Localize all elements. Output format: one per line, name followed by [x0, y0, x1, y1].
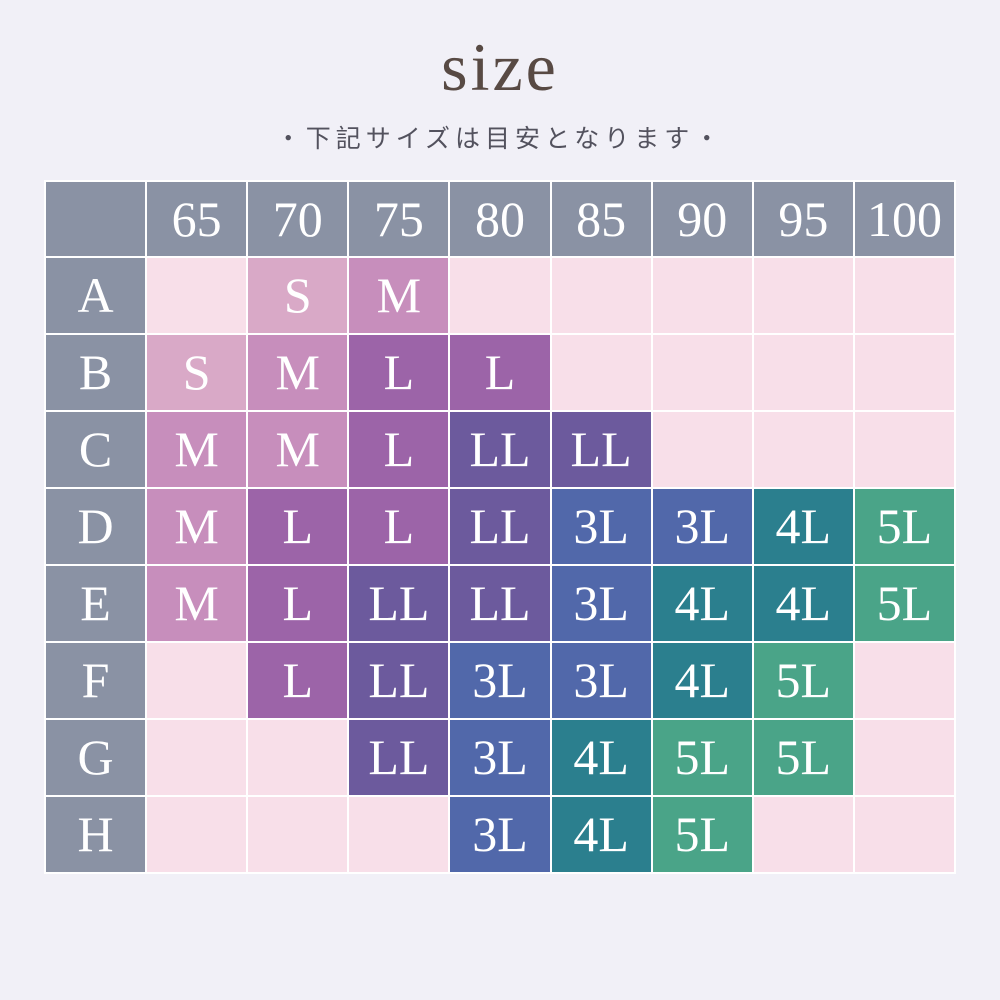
row-label-F: F [46, 642, 146, 718]
size-cell-A-75: M [349, 257, 449, 333]
column-header-70: 70 [248, 181, 348, 256]
size-cell-H-70 [248, 796, 348, 872]
size-cell-A-90 [652, 257, 752, 333]
size-cell-H-80: 3L [450, 796, 550, 872]
size-cell-D-80: LL [450, 488, 550, 564]
size-cell-G-75: LL [349, 719, 449, 795]
size-cell-F-95: 5L [753, 642, 853, 718]
size-cell-C-100 [854, 411, 954, 487]
size-cell-E-90: 4L [652, 565, 752, 641]
size-cell-E-80: LL [450, 565, 550, 641]
size-cell-D-90: 3L [652, 488, 752, 564]
size-cell-D-75: L [349, 488, 449, 564]
size-cell-F-80: 3L [450, 642, 550, 718]
size-cell-G-65 [147, 719, 247, 795]
size-cell-B-80: L [450, 334, 550, 410]
row-label-C: C [46, 411, 146, 487]
size-cell-H-85: 4L [551, 796, 651, 872]
row-label-H: H [46, 796, 146, 872]
size-cell-F-100 [854, 642, 954, 718]
size-cell-C-80: LL [450, 411, 550, 487]
size-cell-D-65: M [147, 488, 247, 564]
size-cell-A-80 [450, 257, 550, 333]
size-cell-G-80: 3L [450, 719, 550, 795]
size-cell-G-85: 4L [551, 719, 651, 795]
size-cell-F-65 [147, 642, 247, 718]
row-label-B: B [46, 334, 146, 410]
size-cell-E-95: 4L [753, 565, 853, 641]
size-cell-E-75: LL [349, 565, 449, 641]
size-cell-B-85 [551, 334, 651, 410]
size-cell-A-65 [147, 257, 247, 333]
size-cell-H-100 [854, 796, 954, 872]
size-cell-H-75 [349, 796, 449, 872]
row-label-A: A [46, 257, 146, 333]
size-cell-H-90: 5L [652, 796, 752, 872]
row-label-D: D [46, 488, 146, 564]
size-cell-C-75: L [349, 411, 449, 487]
column-header-95: 95 [753, 181, 853, 256]
size-chart-table: 65 70 75 80 85 90 95 100 A S M B S M L L… [44, 179, 956, 874]
size-cell-B-70: M [248, 334, 348, 410]
size-cell-C-85: LL [551, 411, 651, 487]
page-title: size [441, 29, 559, 105]
size-cell-G-95: 5L [753, 719, 853, 795]
size-cell-D-100: 5L [854, 488, 954, 564]
size-cell-H-65 [147, 796, 247, 872]
size-cell-B-95 [753, 334, 853, 410]
size-chart-header: size ・下記サイズは目安となります・ [0, 0, 1000, 155]
size-cell-H-95 [753, 796, 853, 872]
size-cell-A-70: S [248, 257, 348, 333]
size-cell-F-90: 4L [652, 642, 752, 718]
size-cell-E-70: L [248, 565, 348, 641]
size-cell-G-70 [248, 719, 348, 795]
size-cell-G-100 [854, 719, 954, 795]
size-cell-F-75: LL [349, 642, 449, 718]
size-cell-E-85: 3L [551, 565, 651, 641]
column-header-100: 100 [854, 181, 954, 256]
size-cell-C-90 [652, 411, 752, 487]
size-cell-C-70: M [248, 411, 348, 487]
size-cell-C-95 [753, 411, 853, 487]
row-label-G: G [46, 719, 146, 795]
size-cell-D-70: L [248, 488, 348, 564]
size-cell-B-100 [854, 334, 954, 410]
column-header-85: 85 [551, 181, 651, 256]
row-label-E: E [46, 565, 146, 641]
size-cell-A-100 [854, 257, 954, 333]
column-header-65: 65 [147, 181, 247, 256]
column-header-75: 75 [349, 181, 449, 256]
size-cell-G-90: 5L [652, 719, 752, 795]
size-cell-E-100: 5L [854, 565, 954, 641]
size-cell-B-75: L [349, 334, 449, 410]
column-header-80: 80 [450, 181, 550, 256]
size-cell-F-70: L [248, 642, 348, 718]
size-cell-A-85 [551, 257, 651, 333]
page-subtitle: ・下記サイズは目安となります・ [275, 125, 725, 153]
size-cell-B-90 [652, 334, 752, 410]
size-cell-F-85: 3L [551, 642, 651, 718]
column-header-90: 90 [652, 181, 752, 256]
size-cell-C-65: M [147, 411, 247, 487]
size-cell-A-95 [753, 257, 853, 333]
size-cell-D-95: 4L [753, 488, 853, 564]
corner-cell [46, 181, 146, 256]
size-cell-D-85: 3L [551, 488, 651, 564]
size-cell-B-65: S [147, 334, 247, 410]
size-cell-E-65: M [147, 565, 247, 641]
